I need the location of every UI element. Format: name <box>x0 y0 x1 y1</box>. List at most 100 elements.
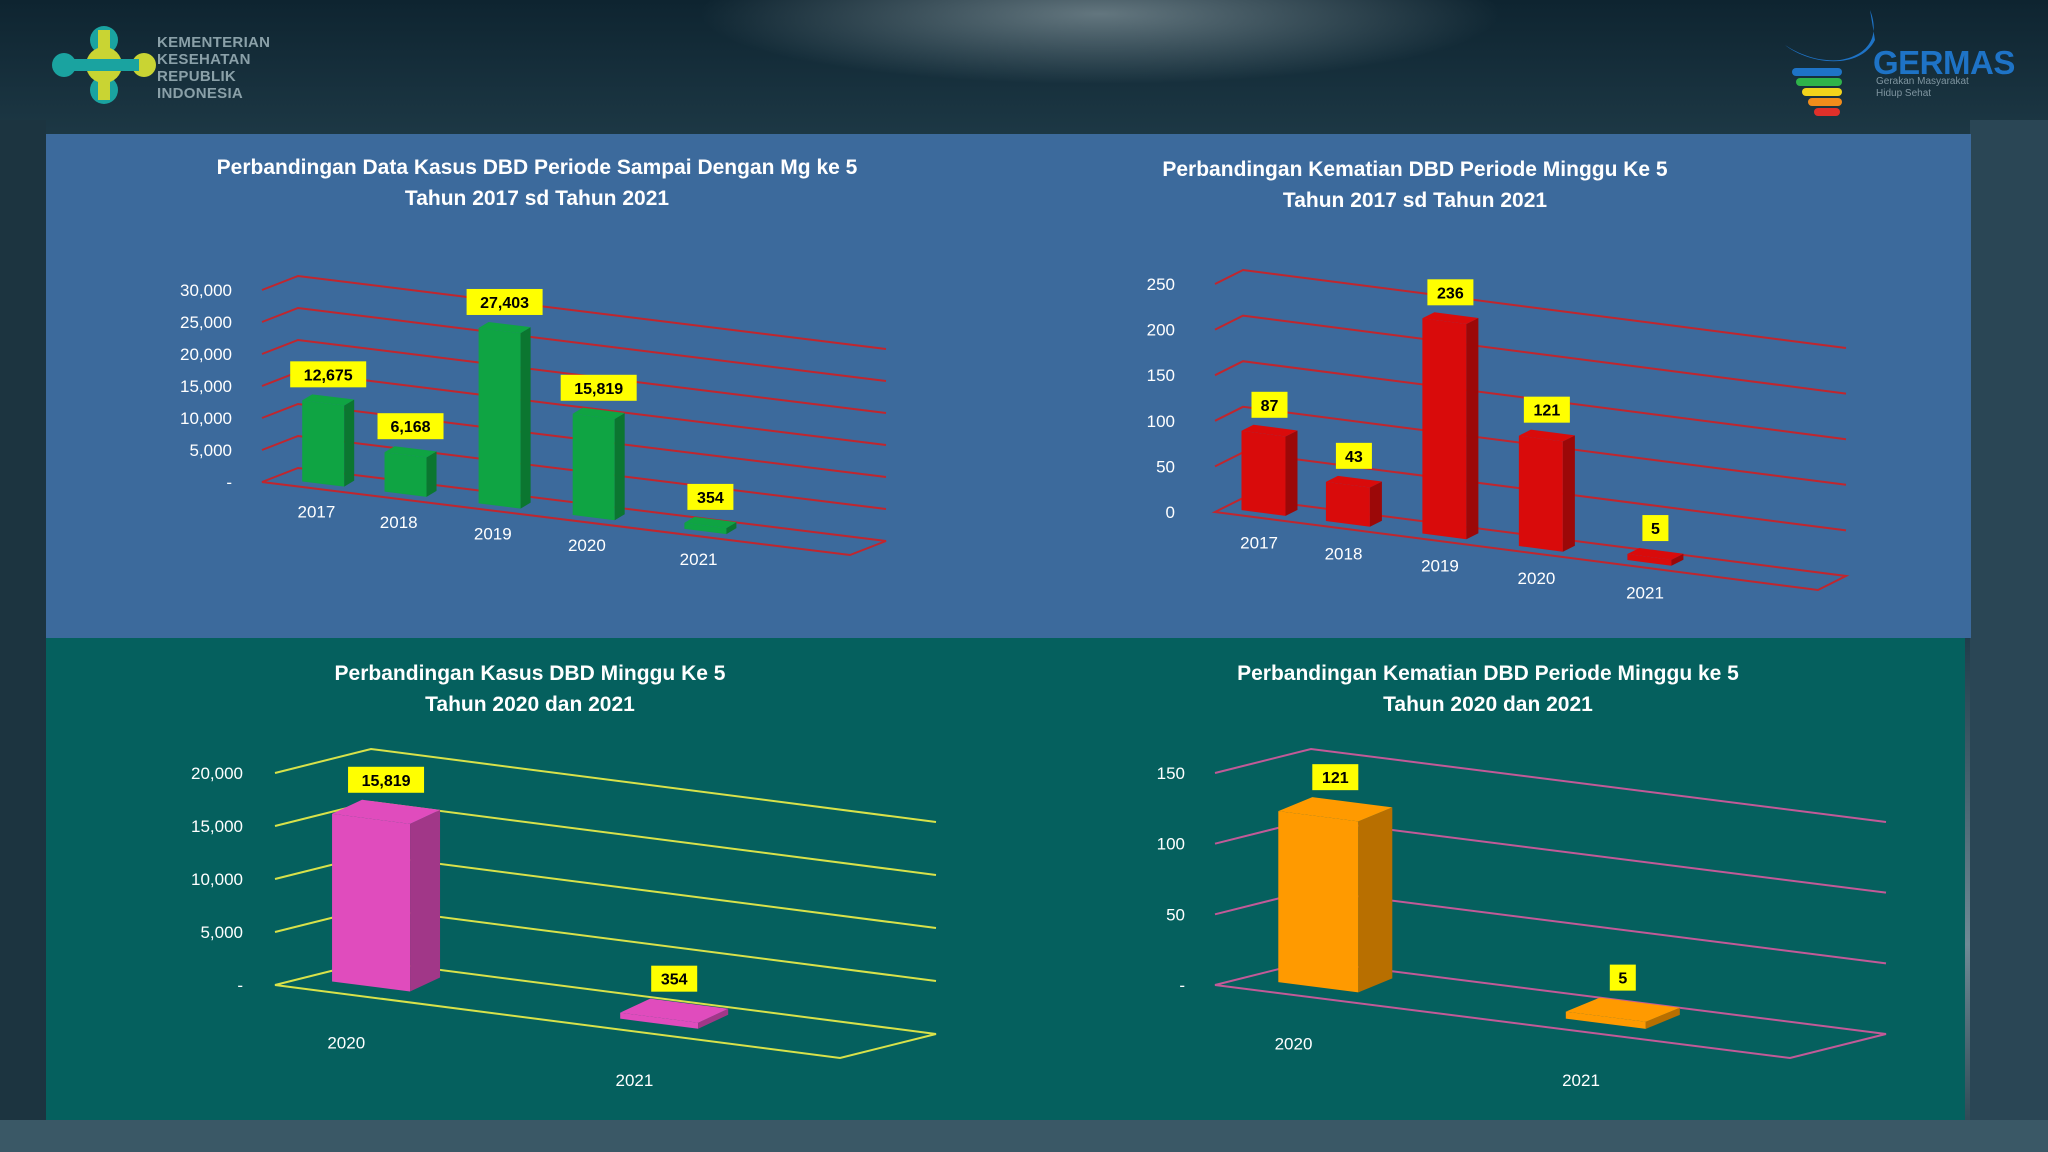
ministry-line-4: INDONESIA <box>157 85 244 102</box>
bar-top-face <box>1325 475 1382 488</box>
data-label: 354 <box>661 972 688 989</box>
kemenkes-text: KEMENTERIAN KESEHATAN REPUBLIK INDONESIA <box>157 34 270 102</box>
germas-subtitle-line-1: Gerakan Masyarakat <box>1876 76 1969 87</box>
ministry-line-1: KEMENTERIAN <box>157 34 271 51</box>
chart-4-y-ticks: - 50 100 150 <box>1157 764 1185 995</box>
data-label-box <box>466 288 543 315</box>
bar-2019: 27,403 <box>466 288 543 509</box>
bar-2019: 236 <box>1422 279 1479 540</box>
chart-2-title-line-2: Tahun 2017 sd Tahun 2021 <box>1283 189 1547 212</box>
category-label: 2019 <box>474 525 512 544</box>
bar-front-face <box>1422 318 1467 540</box>
bar-front-face <box>1241 430 1286 516</box>
bar-top-face <box>1422 312 1479 324</box>
data-label-box <box>1335 442 1372 469</box>
category-label: 2020 <box>1275 1034 1313 1053</box>
bar-front-face <box>1325 481 1370 527</box>
data-label: 12,675 <box>304 367 353 384</box>
y-tick-label: 30,000 <box>180 281 232 300</box>
chart-deaths-2020-2021: Perbandingan Kematian DBD Periode Minggu… <box>1157 662 1887 1090</box>
germas-subtitle: Gerakan Masyarakat Hidup Sehat <box>1876 76 1996 100</box>
bar-front-face <box>478 327 521 509</box>
bar-2017: 87 <box>1241 391 1298 516</box>
bar-front-face <box>1565 1011 1646 1029</box>
chart-1-y-ticks: - 5,000 10,000 15,000 20,000 25,000 30,000 <box>180 281 232 492</box>
y-tick-label: 250 <box>1147 275 1175 294</box>
data-label-box <box>560 374 637 401</box>
y-tick-label: 100 <box>1157 835 1185 854</box>
bar-top-face <box>684 516 737 529</box>
bar-top-face <box>302 394 355 406</box>
data-label: 15,819 <box>574 381 623 398</box>
data-label: 354 <box>697 490 724 507</box>
data-label: 15,819 <box>362 773 411 790</box>
category-label: 2018 <box>380 513 418 532</box>
data-label-box <box>1609 964 1636 991</box>
gridline <box>1214 747 1887 823</box>
chart-3-title-line-1: Perbandingan Kasus DBD Minggu Ke 5 <box>335 662 726 685</box>
floor-outline <box>261 466 887 557</box>
chart-3-y-ticks: - 5,000 10,000 15,000 20,000 <box>191 764 243 995</box>
bar-top-face <box>1278 797 1393 822</box>
data-label-box <box>1251 391 1288 418</box>
chart-4-categories: 2020 2021 <box>1275 1034 1600 1090</box>
gridline <box>261 338 887 414</box>
chart-3-categories: 2020 2021 <box>327 1034 653 1090</box>
ministry-line-2: KESEHATAN <box>157 51 251 68</box>
bar-side-face <box>426 451 437 497</box>
bar-front-face <box>1518 435 1563 552</box>
bar-front-face <box>620 1012 699 1029</box>
chart-2-title-line-1: Perbandingan Kematian DBD Periode Minggu… <box>1162 158 1668 181</box>
y-tick-label: 5,000 <box>189 441 232 460</box>
germas-subtitle-line-2: Hidup Sehat <box>1876 88 1932 99</box>
y-tick-label: - <box>237 976 243 995</box>
data-label-box <box>1523 396 1570 423</box>
bar-2021: 5 <box>1627 515 1684 566</box>
bar-front-face <box>684 522 727 535</box>
gridline <box>1214 314 1847 395</box>
bar-side-face <box>614 413 625 521</box>
kemenkes-logo <box>52 26 156 104</box>
data-label-box <box>1427 279 1474 306</box>
bar-top-face <box>384 446 437 458</box>
category-label: 2020 <box>1518 569 1556 588</box>
bar-top-face <box>1565 997 1680 1022</box>
y-tick-label: 50 <box>1156 457 1175 476</box>
data-label-box <box>290 361 367 388</box>
bar-side-face <box>410 809 441 992</box>
bar-front-face <box>332 813 411 992</box>
data-label: 121 <box>1322 770 1349 787</box>
data-label: 6,168 <box>390 419 430 436</box>
bar-2018: 43 <box>1325 442 1382 527</box>
y-tick-label: 5,000 <box>200 923 243 942</box>
gridline <box>261 402 887 478</box>
bar-top-face <box>572 407 625 420</box>
category-label: 2019 <box>1421 557 1459 576</box>
bar-side-face <box>1466 317 1479 540</box>
bar-top-face <box>332 799 441 824</box>
y-tick-label: 50 <box>1166 905 1185 924</box>
chart-1-bars: 12,675 6,168 27,403 15,819 354 <box>290 288 737 535</box>
bar-2021: 354 <box>620 965 729 1029</box>
gridline <box>1214 360 1847 441</box>
bar-2017: 12,675 <box>290 361 367 487</box>
bar-side-face <box>1285 430 1298 516</box>
bar-side-face <box>726 522 737 535</box>
gridline <box>261 306 887 382</box>
chart-2-y-ticks: 0 50 100 150 200 250 <box>1147 275 1175 522</box>
data-label: 236 <box>1437 285 1464 302</box>
data-label-box <box>1642 515 1669 542</box>
data-label-box <box>348 766 425 793</box>
data-label-box <box>377 413 444 440</box>
gridline <box>1214 268 1847 349</box>
bar-2020: 121 <box>1278 764 1393 993</box>
chart-2-categories: 2017 2018 2019 2020 2021 <box>1240 533 1664 602</box>
chart-cases-2020-2021: Perbandingan Kasus DBD Minggu Ke 5 Tahun… <box>191 662 937 1090</box>
y-tick-label: - <box>226 473 232 492</box>
y-tick-label: 25,000 <box>180 313 232 332</box>
bar-side-face <box>520 327 531 509</box>
bar-front-face <box>384 452 427 497</box>
gridline <box>1214 405 1847 486</box>
